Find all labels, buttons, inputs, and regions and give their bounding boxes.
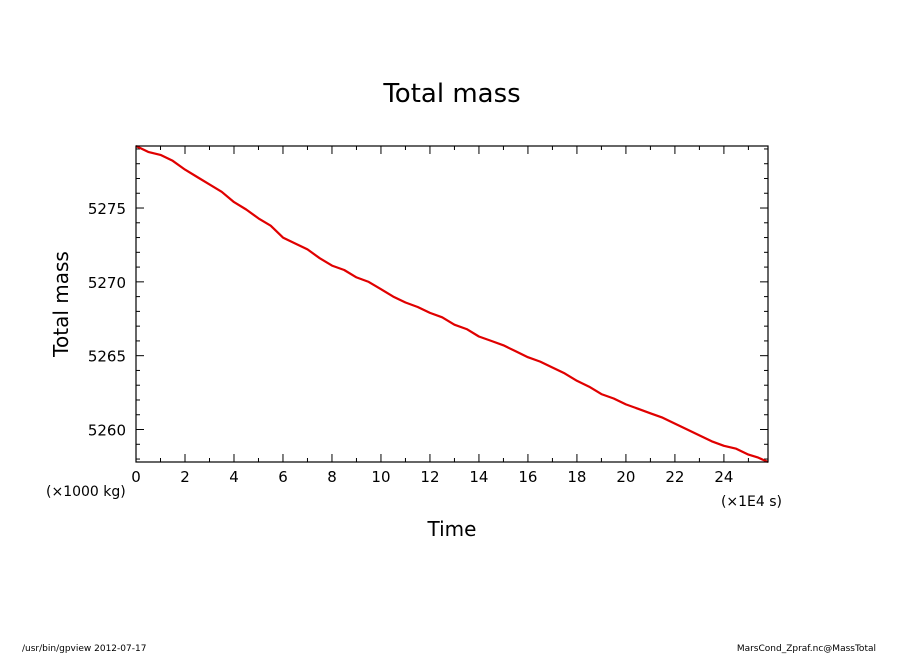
footer-right: MarsCond_Zpraf.nc@MassTotal <box>737 644 876 654</box>
series-line <box>135 145 769 464</box>
x-tick-label: 24 <box>714 468 733 486</box>
x-tick-label: 8 <box>327 468 337 486</box>
x-tick-label: 4 <box>229 468 239 486</box>
x-tick-label: 16 <box>518 468 537 486</box>
chart-title: Total mass <box>382 79 520 109</box>
x-tick-label: 0 <box>131 468 141 486</box>
y-axis-label: Total mass <box>49 251 73 358</box>
x-tick-label: 18 <box>567 468 586 486</box>
y-tick-label: 5275 <box>88 200 126 218</box>
footer-left: /usr/bin/gpview 2012-07-17 <box>22 644 146 654</box>
y-tick-label: 5265 <box>88 348 126 366</box>
x-unit-label: (×1E4 s) <box>721 494 782 510</box>
x-axis-label: Time <box>427 517 477 541</box>
y-tick-label: 5260 <box>88 422 126 440</box>
y-unit-label: (×1000 kg) <box>46 484 126 500</box>
x-tick-label: 22 <box>665 468 684 486</box>
x-tick-label: 14 <box>469 468 488 486</box>
x-tick-label: 12 <box>420 468 439 486</box>
plot-frame <box>135 145 769 463</box>
x-tick-label: 2 <box>180 468 190 486</box>
y-tick-labels: 5260 5265 5270 5275 <box>88 200 126 439</box>
x-tick-label: 10 <box>371 468 390 486</box>
y-tick-label: 5270 <box>88 274 126 292</box>
x-tick-labels: 0 2 4 6 8 10 12 14 16 18 20 22 24 <box>131 468 733 486</box>
x-tick-label: 20 <box>616 468 635 486</box>
x-tick-label: 6 <box>278 468 288 486</box>
axis-ticks <box>135 146 768 462</box>
